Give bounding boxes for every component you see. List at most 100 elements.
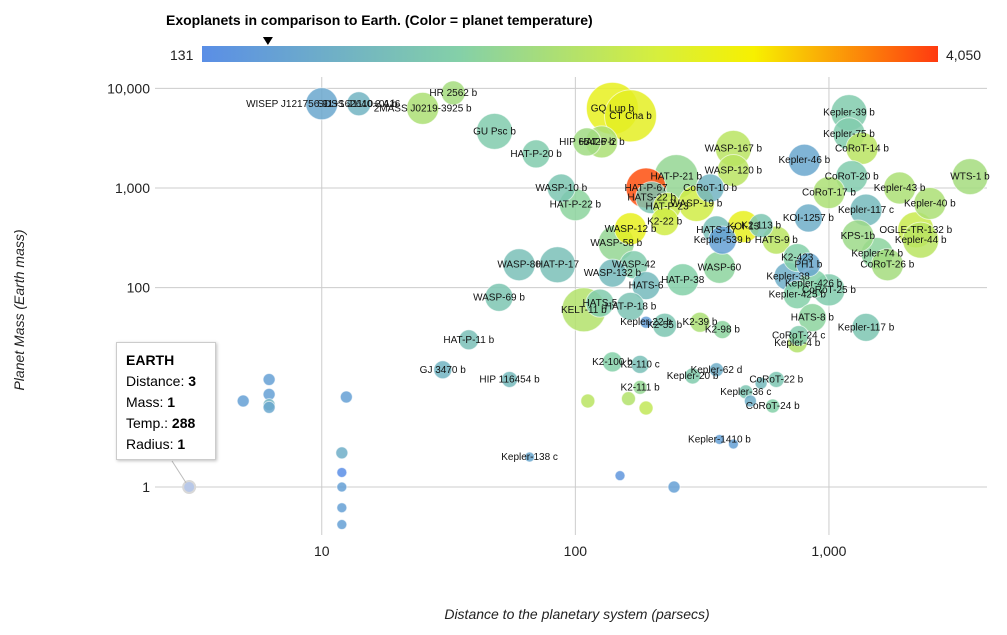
planet-bubble[interactable] xyxy=(335,446,349,460)
planet-bubble[interactable] xyxy=(708,362,724,378)
planet-bubble[interactable] xyxy=(650,207,680,237)
planet-bubble[interactable] xyxy=(336,481,348,493)
planet-label: K2-113 b xyxy=(741,221,781,232)
planet-bubble[interactable] xyxy=(501,370,519,388)
planet-bubble[interactable] xyxy=(604,89,658,143)
planet-bubble[interactable] xyxy=(754,376,768,390)
planet-label: CoRoT-20 b xyxy=(825,172,879,183)
planet-bubble[interactable] xyxy=(336,466,348,478)
planet-bubble[interactable] xyxy=(262,400,276,414)
planet-bubble[interactable] xyxy=(440,80,466,106)
planet-bubble[interactable] xyxy=(797,303,827,333)
planet-bubble[interactable] xyxy=(707,225,737,255)
planet-bubble[interactable] xyxy=(631,271,661,301)
planet-bubble[interactable] xyxy=(743,394,757,408)
planet-bubble[interactable] xyxy=(433,360,453,380)
planet-bubble[interactable] xyxy=(765,398,781,414)
planet-bubble[interactable] xyxy=(713,433,725,445)
tooltip-distance-row: Distance: 3 xyxy=(126,371,206,392)
planet-bubble[interactable] xyxy=(630,354,650,374)
planet-bubble[interactable] xyxy=(689,311,711,333)
planet-label: WASP-69 b xyxy=(473,292,525,303)
planet-bubble[interactable] xyxy=(795,252,821,278)
planet-bubble[interactable] xyxy=(524,451,536,463)
tooltip-title: EARTH xyxy=(126,352,175,368)
planet-bubble[interactable] xyxy=(793,203,823,233)
planet-bubble[interactable] xyxy=(614,470,626,482)
planet-label: Kepler-425 b xyxy=(769,290,827,301)
planet-bubble[interactable] xyxy=(580,393,596,409)
earth-tooltip: EARTH Distance: 3 Mass: 1 Temp.: 288 Rad… xyxy=(116,342,216,460)
planet-label: Kepler-62 d xyxy=(691,365,743,376)
planet-label: K2-100 b xyxy=(592,357,633,368)
planet-bubble[interactable] xyxy=(712,320,732,340)
planet-label: WASP-132 b xyxy=(584,268,642,279)
planet-bubble[interactable] xyxy=(632,379,648,395)
planet-bubble[interactable] xyxy=(572,127,602,157)
chart-title: Exoplanets in comparison to Earth. (Colo… xyxy=(166,12,593,28)
planet-bubble[interactable] xyxy=(667,480,681,494)
planet-bubble[interactable] xyxy=(336,502,348,514)
planet-bubble[interactable] xyxy=(236,394,250,408)
planet-label: WASP-80 xyxy=(497,260,541,271)
planet-label: GQ Lup b xyxy=(591,103,635,114)
planet-bubble[interactable] xyxy=(538,246,576,284)
tooltip-distance-label: Distance: xyxy=(126,373,185,389)
planet-bubble[interactable] xyxy=(835,160,869,194)
planet-bubble[interactable] xyxy=(484,282,514,312)
planet-bubble[interactable] xyxy=(502,248,536,282)
planet-bubble[interactable] xyxy=(883,171,917,205)
planet-label: WASP-167 b xyxy=(705,143,763,154)
earth-point[interactable] xyxy=(182,480,197,495)
planet-bubble[interactable] xyxy=(620,391,636,407)
planet-bubble[interactable] xyxy=(601,351,623,373)
planet-label: HAT-P-22 b xyxy=(550,200,602,211)
planet-bubble[interactable] xyxy=(727,438,739,450)
planet-label: Kepler-38 xyxy=(766,271,810,282)
planet-bubble[interactable] xyxy=(652,312,678,338)
planet-label: HATS-17 xyxy=(696,225,737,236)
planet-bubble[interactable] xyxy=(476,112,514,150)
planet-label: Kepler-74 b xyxy=(851,249,903,260)
planet-bubble[interactable] xyxy=(639,315,653,329)
planet-label: GJ 3470 b xyxy=(420,365,467,376)
planet-bubble[interactable] xyxy=(787,143,821,177)
planet-bubble[interactable] xyxy=(521,139,551,169)
planet-bubble[interactable] xyxy=(336,519,348,531)
planet-bubble[interactable] xyxy=(346,91,372,117)
planet-bubble[interactable] xyxy=(597,258,627,288)
planet-label: Kepler-39 b xyxy=(823,108,875,119)
planet-bubble[interactable] xyxy=(913,186,947,220)
planet-bubble[interactable] xyxy=(585,288,615,318)
planet-bubble[interactable] xyxy=(638,400,654,416)
planet-bubble[interactable] xyxy=(305,87,339,121)
planet-bubble[interactable] xyxy=(666,263,700,297)
planet-bubble[interactable] xyxy=(788,325,810,347)
planet-bubble[interactable] xyxy=(951,158,989,196)
planet-bubble[interactable] xyxy=(546,173,576,203)
planet-bubble[interactable] xyxy=(614,212,648,246)
planet-bubble[interactable] xyxy=(902,221,940,259)
planet-label: HAT-P-20 b xyxy=(510,149,562,160)
planet-bubble[interactable] xyxy=(870,248,904,282)
planet-bubble[interactable] xyxy=(406,91,440,125)
planet-label: HIP 116454 b xyxy=(479,374,540,385)
planet-bubble[interactable] xyxy=(841,219,875,253)
planet-bubble[interactable] xyxy=(339,390,353,404)
planet-bubble[interactable] xyxy=(748,213,774,239)
planet-bubble[interactable] xyxy=(851,312,881,342)
planet-bubble[interactable] xyxy=(767,370,785,388)
tooltip-distance-value: 3 xyxy=(188,373,197,389)
planet-bubble[interactable] xyxy=(684,367,702,385)
planet-label: HATS-6 xyxy=(629,281,664,292)
planet-bubble[interactable] xyxy=(458,329,480,351)
planet-bubble[interactable] xyxy=(262,372,276,386)
planet-bubble[interactable] xyxy=(616,291,646,321)
planet-bubble[interactable] xyxy=(716,153,750,187)
planet-bubble[interactable] xyxy=(812,176,846,210)
planet-label: WASP-12 b xyxy=(605,224,657,235)
planet-bubble[interactable] xyxy=(782,280,812,310)
planet-bubble[interactable] xyxy=(695,173,725,203)
